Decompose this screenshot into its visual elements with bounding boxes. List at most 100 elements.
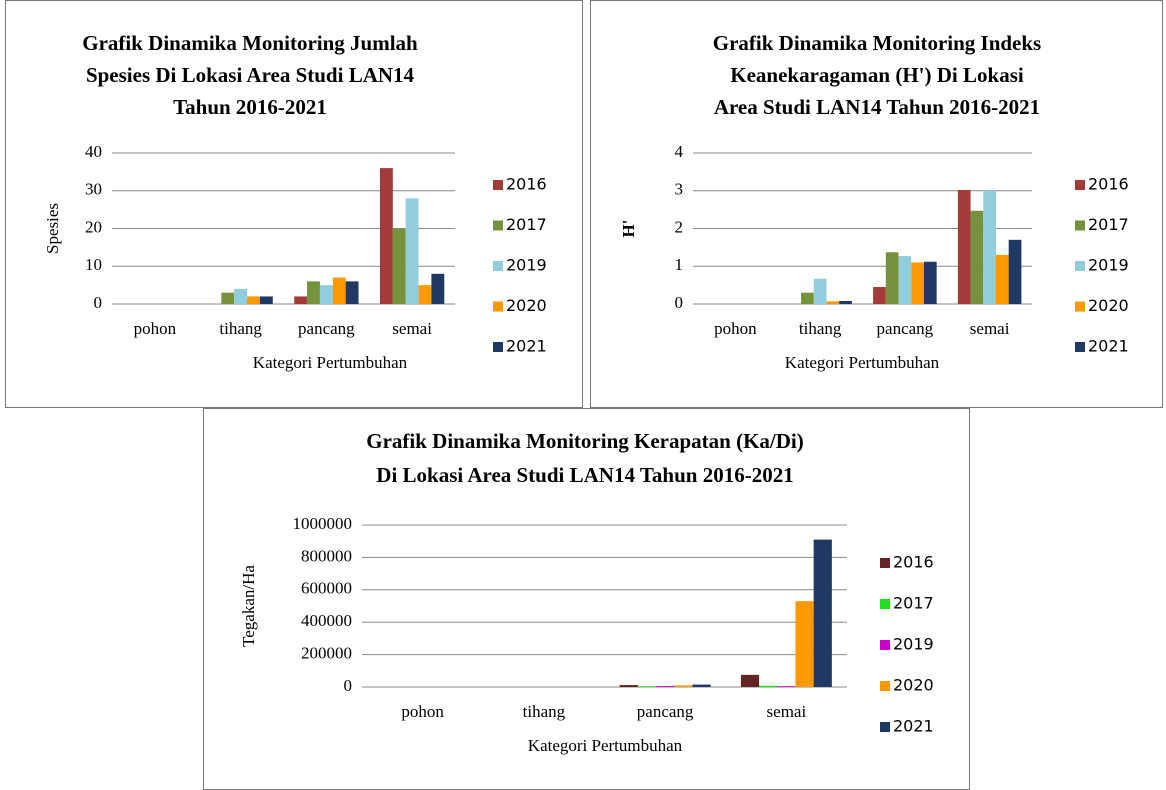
bar: [247, 296, 260, 304]
x-tick-label: pancang: [877, 319, 934, 338]
legend-swatch: [880, 599, 890, 609]
y-tick-label: 30: [85, 180, 102, 199]
legend-swatch: [880, 722, 890, 732]
legend-label: 2016: [1088, 175, 1129, 194]
bar: [759, 685, 778, 687]
bar: [885, 252, 899, 304]
x-tick-label: pohon: [134, 319, 177, 338]
x-tick-label: pohon: [401, 702, 444, 721]
chart-title: Grafik Dinamika Monitoring Jumlah: [82, 31, 418, 55]
y-tick-label: 4: [675, 142, 684, 161]
bar: [674, 685, 693, 687]
legend-label: 2021: [893, 717, 934, 736]
bar: [332, 277, 346, 304]
panel-border: [5, 0, 583, 408]
y-tick-label: 200000: [301, 644, 352, 663]
legend-label: 2020: [1088, 296, 1129, 315]
legend-swatch: [880, 681, 890, 691]
x-tick-label: semai: [392, 319, 432, 338]
legend-swatch: [493, 180, 503, 190]
bar: [911, 262, 924, 304]
x-tick-label: pohon: [714, 319, 757, 338]
legend-label: 2019: [893, 635, 934, 654]
chart-title: Grafik Dinamika Monitoring Indeks: [713, 31, 1041, 55]
legend-swatch: [1075, 180, 1085, 190]
bar: [405, 198, 419, 304]
x-axis-label: Kategori Pertumbuhan: [253, 353, 408, 372]
chart-title: Keanekaragaman (H') Di Lokasi: [730, 63, 1024, 87]
y-tick-label: 3: [675, 180, 684, 199]
bar: [740, 674, 760, 687]
bar: [259, 296, 273, 304]
bar: [656, 686, 675, 687]
y-tick-label: 400000: [301, 611, 352, 630]
bar: [418, 285, 432, 304]
bar: [813, 539, 832, 687]
y-tick-label: 40: [85, 142, 102, 161]
y-tick-label: 2: [675, 217, 684, 236]
legend-label: 2021: [1088, 337, 1129, 356]
bar: [839, 300, 852, 304]
bar: [392, 228, 406, 304]
bar: [813, 278, 827, 304]
y-tick-label: 600000: [301, 579, 352, 598]
y-axis-label: Spesies: [43, 203, 62, 254]
bar: [692, 684, 711, 687]
legend-label: 2019: [506, 256, 547, 275]
bar: [637, 686, 657, 687]
legend-label: 2016: [506, 175, 547, 194]
chart-title: Spesies Di Lokasi Area Studi LAN14: [86, 63, 415, 87]
legend-swatch: [493, 301, 503, 312]
x-axis-label: Kategori Pertumbuhan: [785, 353, 940, 372]
chart-title: Area Studi LAN14 Tahun 2016-2021: [714, 95, 1040, 119]
y-tick-label: 20: [85, 217, 102, 236]
legend-swatch: [880, 558, 890, 568]
legend-label: 2019: [1088, 256, 1129, 275]
legend-label: 2017: [1088, 215, 1129, 234]
x-tick-label: tihang: [799, 319, 842, 338]
legend-swatch: [1075, 220, 1085, 231]
panel-border: [590, 0, 1163, 408]
legend-label: 2017: [506, 215, 547, 234]
bar: [873, 287, 886, 304]
x-tick-label: pancang: [637, 702, 694, 721]
bar: [234, 288, 248, 304]
bar: [995, 254, 1009, 304]
legend-label: 2016: [893, 553, 934, 572]
bar: [795, 601, 814, 687]
legend-swatch: [1075, 301, 1085, 312]
bar: [619, 685, 638, 687]
bar: [898, 256, 912, 304]
x-tick-label: semai: [767, 702, 807, 721]
bar: [826, 301, 840, 304]
y-tick-label: 800000: [301, 546, 352, 565]
x-axis-label: Kategori Pertumbuhan: [528, 736, 683, 755]
bar: [801, 292, 814, 304]
bar: [319, 285, 333, 304]
y-tick-label: 10: [85, 255, 102, 274]
y-tick-label: 0: [675, 293, 684, 312]
bar: [294, 296, 308, 304]
bar: [923, 261, 937, 304]
x-tick-label: tihang: [219, 319, 262, 338]
y-tick-label: 0: [344, 676, 353, 695]
bar: [379, 168, 393, 304]
y-tick-label: 1000000: [293, 514, 353, 533]
bar: [221, 292, 235, 304]
legend-swatch: [1075, 342, 1085, 352]
bar: [957, 189, 971, 304]
legend-label: 2021: [506, 337, 547, 356]
x-tick-label: tihang: [523, 702, 566, 721]
bar: [970, 210, 984, 304]
y-axis-label: H': [619, 220, 638, 238]
legend-label: 2020: [893, 676, 934, 695]
y-tick-label: 1: [675, 255, 684, 274]
x-tick-label: semai: [970, 319, 1010, 338]
bar: [345, 281, 359, 304]
y-tick-label: 0: [94, 293, 103, 312]
bar: [307, 281, 320, 304]
legend-label: 2020: [506, 296, 547, 315]
bar: [431, 273, 445, 304]
chart-title: Grafik Dinamika Monitoring Kerapatan (Ka…: [366, 429, 804, 453]
